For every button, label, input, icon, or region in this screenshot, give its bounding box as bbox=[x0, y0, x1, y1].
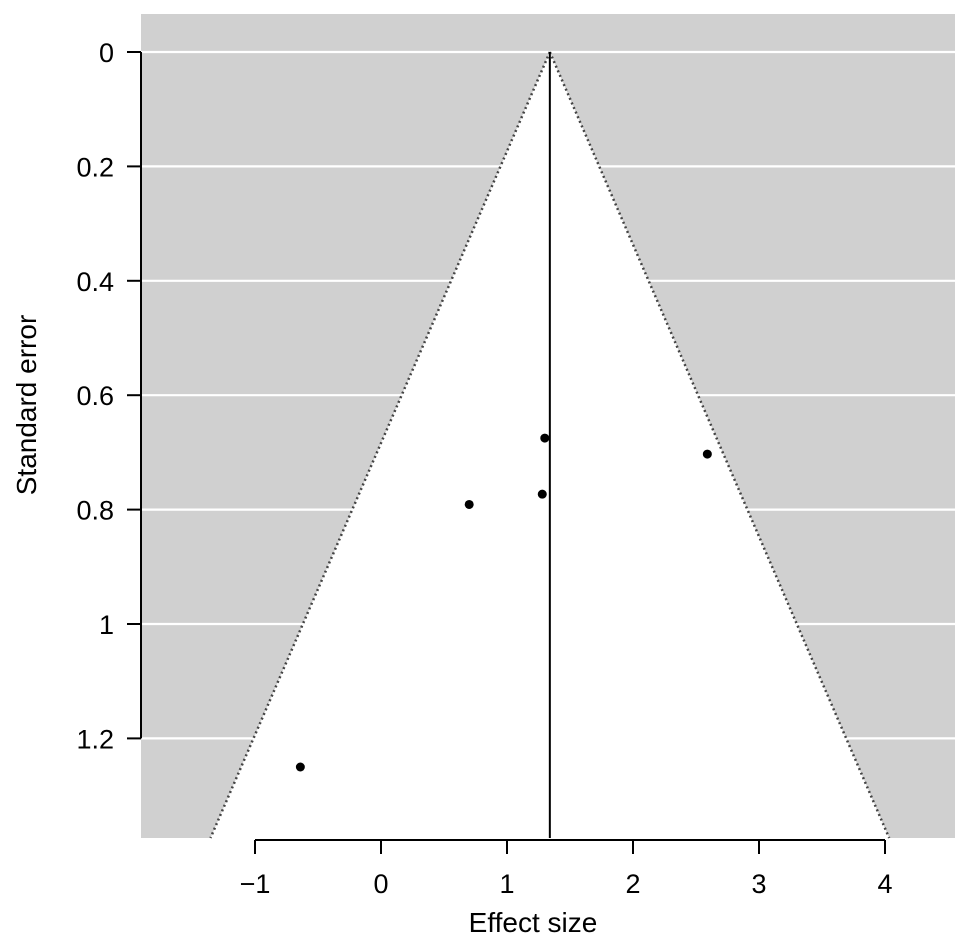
y-tick-label: 1.2 bbox=[76, 724, 114, 754]
x-axis-title: Effect size bbox=[469, 907, 598, 938]
y-tick-label: 0.8 bbox=[76, 496, 114, 526]
x-axis: −1 0 1 2 3 4 bbox=[240, 839, 893, 899]
data-point bbox=[464, 499, 474, 509]
y-tick-label: 0.6 bbox=[76, 381, 114, 411]
y-axis-title: Standard error bbox=[11, 315, 42, 496]
x-tick-label: 0 bbox=[373, 869, 388, 899]
x-tick-label: 2 bbox=[625, 869, 640, 899]
y-tick-label: 1 bbox=[99, 610, 114, 640]
x-tick-label: 1 bbox=[499, 869, 514, 899]
x-tick-label: −1 bbox=[240, 869, 271, 899]
y-tick-label: 0.4 bbox=[76, 267, 114, 297]
x-tick-label: 4 bbox=[877, 869, 892, 899]
y-tick-label: 0.2 bbox=[76, 152, 114, 182]
data-point bbox=[702, 449, 712, 459]
data-point bbox=[540, 433, 550, 443]
y-axis: 0 0.2 0.4 0.6 0.8 1 1.2 bbox=[76, 38, 141, 754]
data-point bbox=[295, 762, 305, 772]
x-tick-label: 3 bbox=[751, 869, 766, 899]
data-point bbox=[537, 489, 547, 499]
data-points bbox=[295, 433, 712, 772]
y-tick-label: 0 bbox=[99, 38, 114, 68]
